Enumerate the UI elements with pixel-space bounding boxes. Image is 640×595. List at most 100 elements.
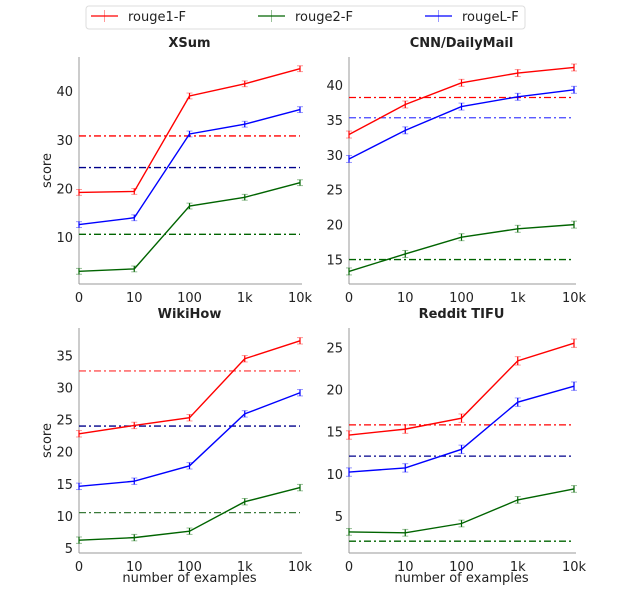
data-point xyxy=(76,430,82,438)
data-point xyxy=(346,467,352,477)
data-point xyxy=(131,477,138,485)
data-point xyxy=(297,389,303,397)
x-tick-label: 10 xyxy=(126,291,143,306)
series-rouge2-F xyxy=(76,483,303,544)
data-point xyxy=(458,413,465,423)
x-tick-label: 10 xyxy=(397,560,414,575)
x-tick-label: 100 xyxy=(177,560,202,575)
x-tick-label: 10 xyxy=(397,291,414,306)
y-tick-label: 20 xyxy=(56,183,73,198)
series-rouge1-F xyxy=(76,337,303,438)
data-point xyxy=(76,267,82,275)
data-point xyxy=(571,220,577,229)
series-rougeL-F xyxy=(76,106,303,228)
data-point xyxy=(76,482,82,491)
data-point xyxy=(186,202,193,210)
legend-item-rougeL-F: rougeL-F xyxy=(425,10,519,25)
x-tick-label: 0 xyxy=(345,560,353,575)
y-tick-label: 35 xyxy=(326,114,343,129)
data-point xyxy=(514,92,521,101)
data-point xyxy=(514,397,521,407)
data-point xyxy=(186,527,193,535)
data-point xyxy=(402,463,409,473)
data-point xyxy=(402,528,409,537)
y-tick-label: 40 xyxy=(326,79,343,94)
legend-label: rougeL-F xyxy=(462,10,519,25)
series-rouge2-F xyxy=(346,485,577,537)
data-point xyxy=(186,92,193,100)
x-tick-label: 1k xyxy=(510,291,526,306)
panel-title: CNN/DailyMail xyxy=(410,36,514,51)
legend-label: rouge2-F xyxy=(295,10,353,25)
data-point xyxy=(76,188,82,196)
x-tick-label: 10k xyxy=(562,291,587,306)
data-point xyxy=(402,249,409,258)
series-rouge1-F xyxy=(76,65,303,196)
series-line xyxy=(78,392,301,488)
data-point xyxy=(458,233,465,242)
series-line xyxy=(348,66,575,136)
data-point xyxy=(571,485,577,493)
y-tick-label: 20 xyxy=(326,219,343,234)
data-point xyxy=(131,214,138,222)
y-tick-label: 5 xyxy=(335,510,343,525)
series-rouge1-F xyxy=(346,338,577,440)
y-axis-label: score xyxy=(40,423,55,458)
data-point xyxy=(186,462,193,470)
data-point xyxy=(297,65,303,73)
data-point xyxy=(402,126,409,135)
y-tick-label: 5 xyxy=(65,542,73,557)
data-point xyxy=(131,533,138,542)
x-tick-label: 10 xyxy=(126,560,143,575)
data-point xyxy=(458,444,465,455)
data-point xyxy=(346,130,352,139)
data-point xyxy=(297,106,303,114)
data-point xyxy=(346,267,352,276)
panel-title: WikiHow xyxy=(158,307,222,322)
legend-item-rouge2-F: rouge2-F xyxy=(258,10,353,25)
y-tick-label: 10 xyxy=(56,231,73,246)
y-tick-label: 25 xyxy=(326,184,343,199)
y-tick-label: 40 xyxy=(56,85,73,100)
series-line xyxy=(348,89,575,160)
data-point xyxy=(131,421,138,430)
x-tick-label: 0 xyxy=(75,291,83,306)
panel-title: Reddit TIFU xyxy=(419,307,505,322)
data-point xyxy=(76,536,82,544)
y-tick-label: 30 xyxy=(326,149,343,164)
data-point xyxy=(458,78,465,87)
y-tick-label: 20 xyxy=(56,446,73,461)
series-rougeL-F xyxy=(346,381,577,477)
x-axis-label: number of examples xyxy=(394,571,528,586)
y-tick-label: 25 xyxy=(56,414,73,429)
data-point xyxy=(297,483,303,492)
data-point xyxy=(514,496,521,504)
panel-wikihow: WikiHow 5 10 15 20 25 30 35 0 10 100 1k 10k score numb… xyxy=(40,307,313,586)
series-line xyxy=(348,385,575,473)
data-point xyxy=(346,154,352,163)
x-tick-label: 10k xyxy=(562,560,587,575)
x-tick-label: 100 xyxy=(449,560,474,575)
series-line xyxy=(78,182,301,273)
data-point xyxy=(131,188,138,195)
data-point xyxy=(241,193,248,201)
data-point xyxy=(571,338,577,348)
data-point xyxy=(241,410,248,418)
y-tick-label: 25 xyxy=(326,341,343,356)
data-point xyxy=(241,80,248,88)
x-tick-label: 0 xyxy=(75,560,83,575)
x-tick-label: 0 xyxy=(345,291,353,306)
legend-item-rouge1-F: rouge1-F xyxy=(91,10,186,25)
series-rougeL-F xyxy=(76,389,303,491)
x-tick-label: 1k xyxy=(237,560,253,575)
data-point xyxy=(458,102,465,111)
y-tick-label: 10 xyxy=(326,468,343,483)
data-point xyxy=(297,337,303,345)
data-point xyxy=(297,179,303,187)
data-point xyxy=(241,355,248,363)
legend-label: rouge1-F xyxy=(128,10,186,25)
x-tick-label: 10k xyxy=(288,291,313,306)
panel-title: XSum xyxy=(168,36,210,51)
y-tick-label: 30 xyxy=(56,134,73,149)
data-point xyxy=(186,130,193,138)
